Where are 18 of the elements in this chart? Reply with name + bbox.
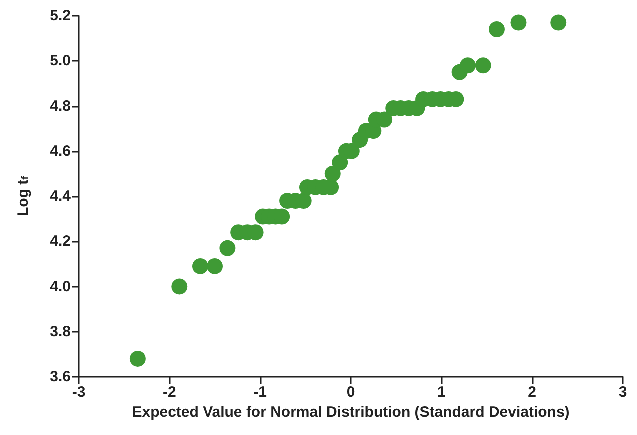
y-tick-label: 4.6 [50,142,71,160]
y-tick-label: 3.6 [50,368,71,386]
x-tick-label: 1 [437,384,446,401]
x-tick-label: -3 [72,384,86,401]
y-tick-label: 4.2 [50,233,71,250]
x-tick-label: -2 [162,384,176,401]
x-tick-label: 2 [528,384,537,401]
y-axis-title: Log tf [15,176,32,216]
y-tick-label: 4.8 [50,98,71,115]
y-tick-label: 4.4 [50,188,72,205]
y-tick-label: 4.0 [50,278,71,296]
y-tick-label: 5.2 [50,8,71,24]
y-tick-label: 5.0 [50,52,71,70]
x-axis-title: Expected Value for Normal Distribution (Standard Deviations) [132,404,570,421]
x-tick-label: 3 [618,384,628,401]
x-tick-label: 0 [346,384,356,401]
y-tick-label: 3.8 [50,323,71,340]
x-tick-label: -1 [254,384,268,401]
